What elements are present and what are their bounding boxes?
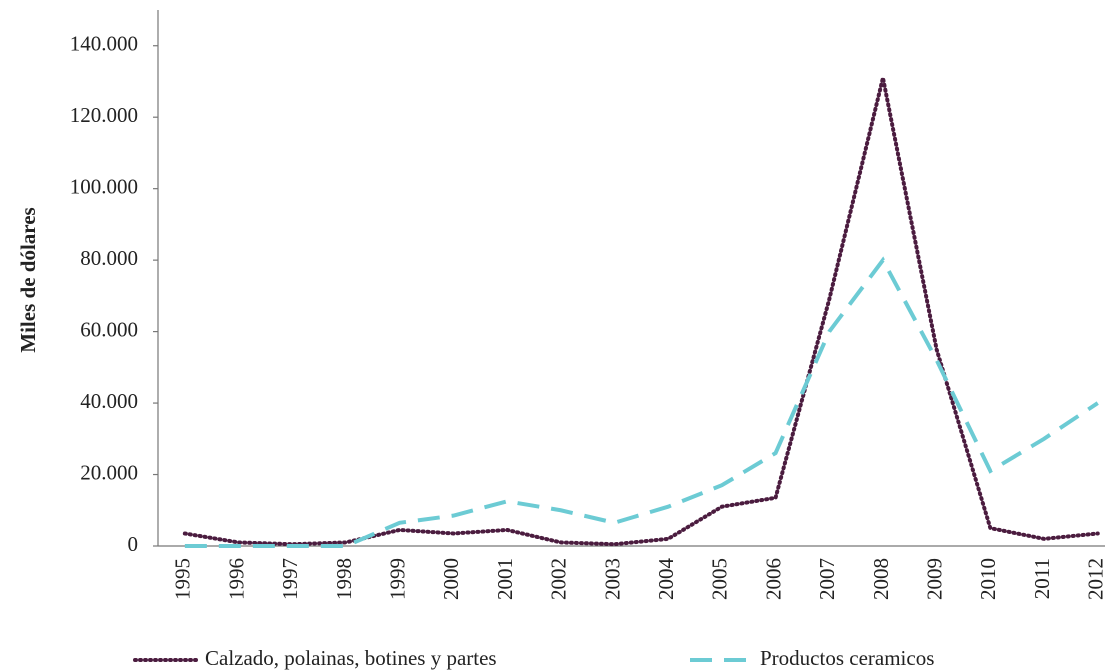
x-tick-label: 2005 (708, 558, 732, 600)
x-tick-label: 1995 (171, 558, 195, 600)
y-tick-label: 100.000 (70, 174, 138, 198)
series-line (184, 256, 1099, 548)
y-tick-label: 60.000 (80, 317, 138, 341)
x-tick-label: 2004 (654, 558, 678, 601)
legend-label: Productos ceramicos (760, 646, 934, 670)
y-axis-title: Miles de dólares (16, 207, 40, 352)
x-tick-label: 2001 (493, 558, 517, 600)
x-tick-label: 1999 (385, 558, 409, 600)
x-tick-label: 2010 (976, 558, 1000, 600)
x-tick-label: 2007 (815, 558, 839, 600)
x-tick-label: 2000 (439, 558, 463, 600)
x-tick-label: 1996 (224, 558, 248, 600)
x-tick-label: 1997 (278, 558, 302, 600)
y-tick-label: 40.000 (80, 389, 138, 413)
x-tick-label: 2009 (922, 558, 946, 600)
x-tick-label: 1998 (332, 558, 356, 600)
x-tick-label: 2006 (761, 558, 785, 600)
x-tick-label: 2012 (1084, 558, 1108, 600)
y-tick-label: 20.000 (80, 460, 138, 484)
y-tick-label: 140.000 (70, 32, 138, 56)
series-line (182, 77, 1100, 547)
y-tick-label: 80.000 (80, 246, 138, 270)
y-tick-label: 120.000 (70, 103, 138, 127)
x-tick-label: 2003 (600, 558, 624, 600)
y-tick-label: 0 (128, 532, 139, 556)
x-tick-label: 2011 (1030, 558, 1054, 599)
legend-label: Calzado, polainas, botines y partes (205, 646, 497, 670)
x-tick-label: 2008 (869, 558, 893, 600)
x-tick-label: 2002 (547, 558, 571, 600)
